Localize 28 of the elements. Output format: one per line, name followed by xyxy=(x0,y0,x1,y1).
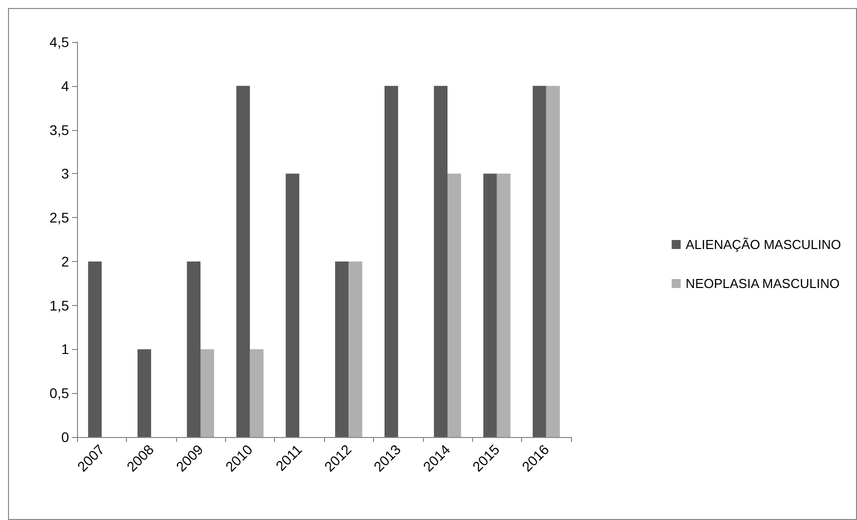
bar xyxy=(448,174,462,437)
y-tick-label: 4 xyxy=(61,78,70,94)
bar xyxy=(384,86,398,437)
y-tick-label: 0 xyxy=(61,429,70,445)
bar xyxy=(200,349,214,437)
bar xyxy=(236,86,250,437)
y-tick-label: 4,5 xyxy=(50,34,70,50)
bar xyxy=(335,261,349,437)
y-tick-label: 3,5 xyxy=(50,122,70,138)
bar xyxy=(434,86,448,437)
bar xyxy=(532,86,546,437)
y-tick-label: 0,5 xyxy=(50,385,70,402)
bar xyxy=(348,261,362,437)
y-tick-label: 1 xyxy=(61,341,70,358)
bar xyxy=(88,261,102,437)
y-tick-label: 1,5 xyxy=(50,297,70,314)
bar xyxy=(250,349,264,437)
y-tick-label: 3 xyxy=(61,166,70,182)
bar xyxy=(546,86,560,437)
bar xyxy=(186,261,200,437)
legend-label: NEOPLASIA MASCULINO xyxy=(686,276,840,291)
legend-label: ALIENAÇÃO MASCULINO xyxy=(686,237,842,252)
bar xyxy=(286,174,300,437)
bar xyxy=(483,174,497,437)
y-tick-label: 2 xyxy=(61,253,70,270)
bar xyxy=(496,174,510,437)
y-tick-label: 2,5 xyxy=(50,210,70,226)
bar xyxy=(138,349,152,437)
